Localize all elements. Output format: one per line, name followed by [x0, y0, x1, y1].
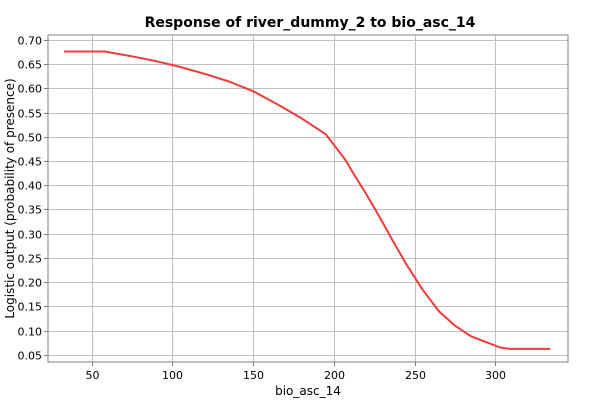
y-tick-label: 0.30: [18, 229, 43, 242]
x-tick-label: 250: [405, 369, 426, 382]
y-tick-label: 0.40: [18, 180, 43, 193]
y-tick-label: 0.45: [18, 156, 43, 169]
chart-title: Response of river_dummy_2 to bio_asc_14: [145, 15, 476, 31]
y-tick-label: 0.35: [18, 204, 43, 217]
series-line: [64, 50, 551, 350]
plot-area: [47, 34, 569, 363]
y-tick-label: 0.10: [18, 326, 43, 339]
x-tick-label: 100: [162, 369, 183, 382]
y-axis: 0.05 0.10 0.15 0.20 0.25 0.30 0.35 0.40 0.45 0.50…: [18, 35, 48, 363]
y-tick-label: 0.60: [18, 83, 43, 96]
x-tick-label: 150: [243, 369, 264, 382]
x-axis: 50 100 150 200 250 300: [86, 362, 506, 382]
x-axis-label: bio_asc_14: [275, 384, 341, 398]
y-tick-label: 0.15: [18, 301, 43, 314]
y-tick-label: 0.70: [18, 35, 43, 48]
y-tick-label: 0.50: [18, 132, 43, 145]
series-layer: [64, 50, 551, 350]
y-axis-label: Logistic output (probability of presence…: [3, 78, 17, 318]
y-tick-label: 0.25: [18, 253, 43, 266]
y-tick-label: 0.20: [18, 277, 43, 290]
grid: [48, 35, 568, 362]
x-tick-label: 200: [324, 369, 345, 382]
y-tick-label: 0.65: [18, 59, 43, 72]
y-tick-label: 0.55: [18, 108, 43, 121]
x-tick-label: 300: [485, 369, 506, 382]
y-tick-label: 0.05: [18, 350, 43, 363]
x-tick-label: 50: [86, 369, 100, 382]
